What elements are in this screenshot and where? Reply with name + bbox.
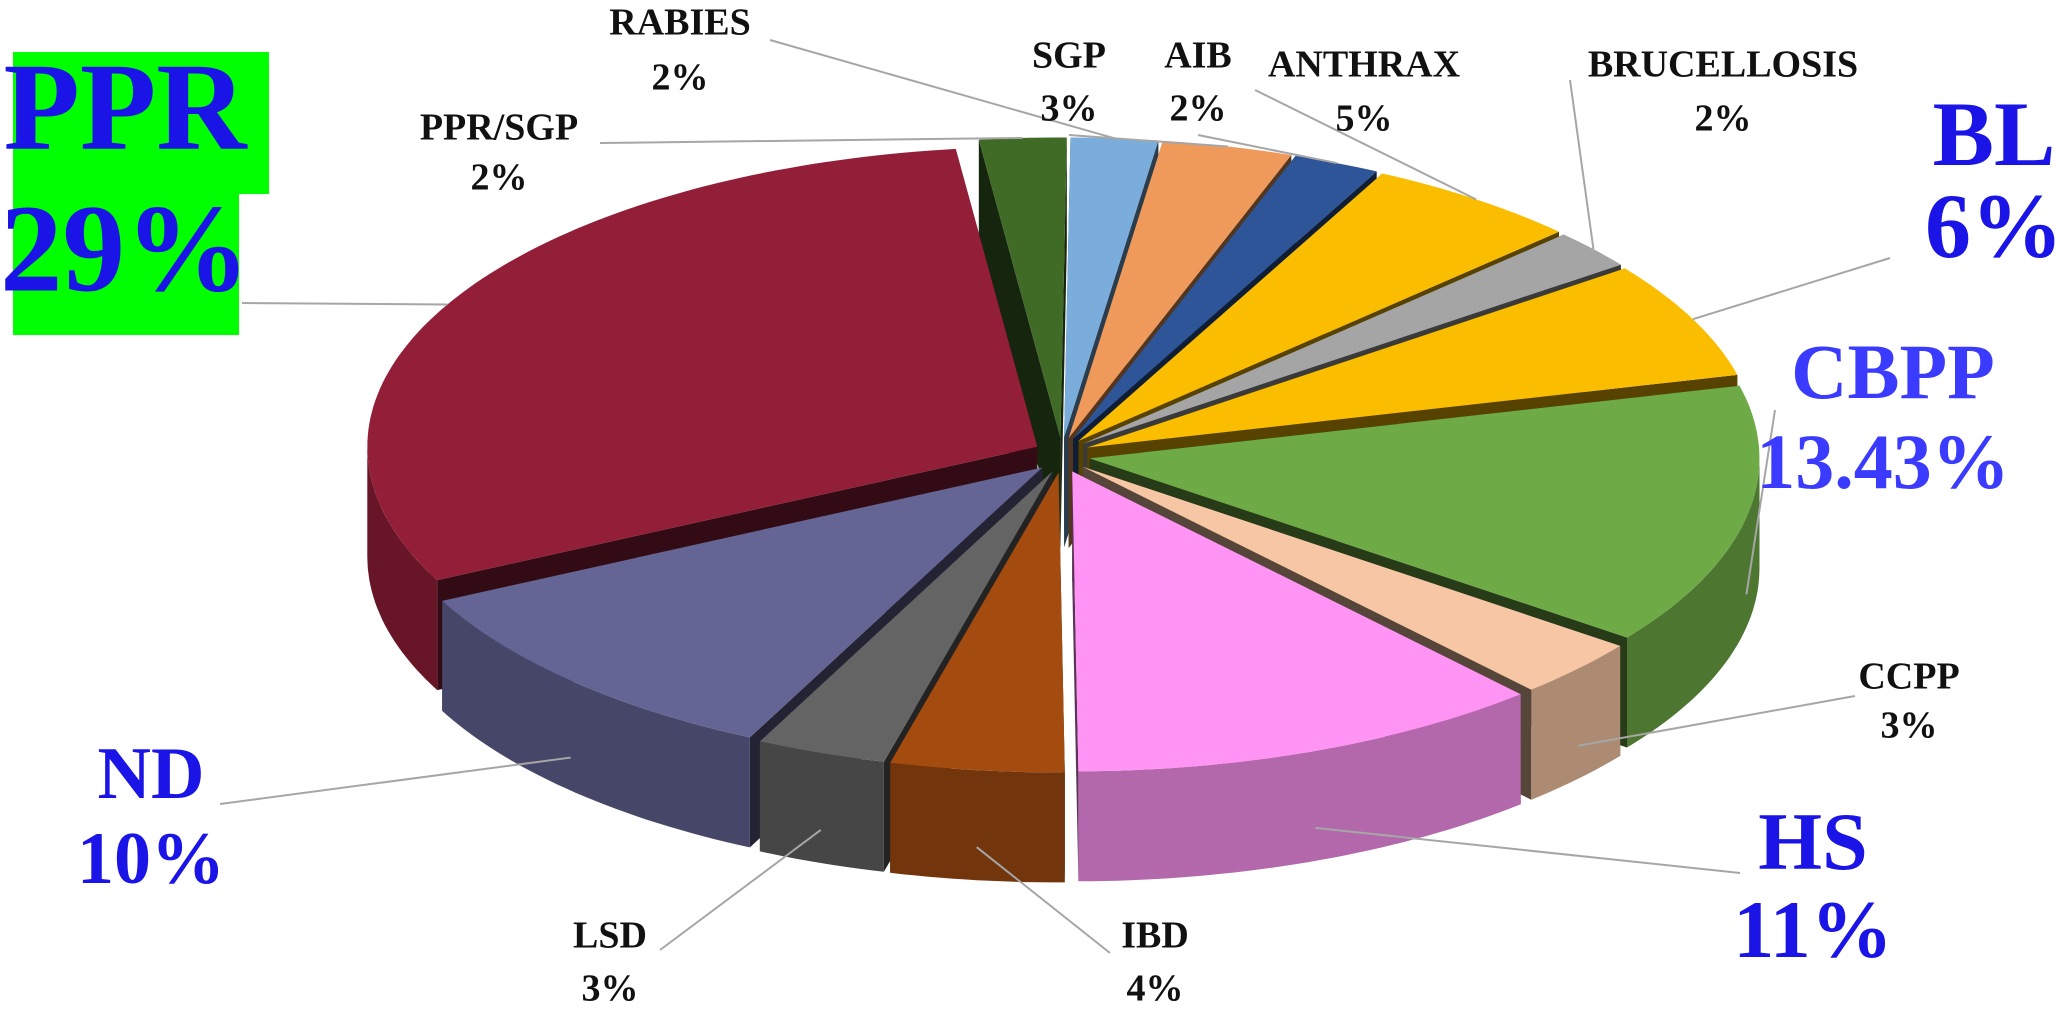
data-label-value: 2%: [471, 157, 528, 199]
leader-line: [769, 39, 1115, 140]
data-label-value: 10%: [77, 818, 225, 900]
leader-line: [241, 302, 448, 306]
data-label-name: SGP: [1032, 35, 1106, 77]
slice-wall: [367, 446, 438, 691]
slice: [759, 471, 1053, 762]
leader-line: [599, 136, 1023, 144]
label-highlight: [13, 190, 239, 335]
slice: [1073, 155, 1377, 439]
slice: [1087, 268, 1738, 448]
slice-wall: [442, 600, 750, 848]
slice: [1072, 471, 1521, 772]
data-label-value: 5%: [1336, 98, 1393, 140]
leader-line: [659, 829, 822, 951]
leader-line: [1068, 134, 1228, 148]
data-label-name: RABIES: [609, 2, 751, 44]
slice-wall: [1078, 694, 1521, 882]
data-label-name: ANTHRAX: [1268, 44, 1460, 86]
data-label-name: CBPP: [1791, 328, 1995, 415]
slice-wall: [1627, 458, 1760, 748]
slice: [1089, 385, 1760, 638]
leader-line: [1569, 79, 1595, 250]
slice: [1083, 234, 1621, 444]
leader-line: [1692, 257, 1891, 321]
data-label-name: IBD: [1121, 915, 1189, 957]
data-label-name: PPR/SGP: [420, 107, 578, 149]
data-label-value: 2%: [1695, 98, 1752, 140]
slice-wall: [759, 741, 884, 872]
leader-line: [976, 846, 1111, 954]
slice: [1082, 466, 1621, 690]
leader-line: [1577, 695, 1856, 747]
slice-wall: [1531, 645, 1621, 800]
slice: [1064, 137, 1159, 438]
slice-wall: [890, 762, 1065, 883]
data-label-name: PPR: [4, 39, 249, 177]
data-label-name: AIB: [1164, 35, 1232, 77]
data-label-value: 4%: [1127, 968, 1184, 1009]
data-label-value: 13.43%: [1756, 418, 2010, 505]
data-label-name: LSD: [573, 915, 647, 957]
data-label-name: ND: [98, 733, 205, 815]
data-label-name: HS: [1758, 796, 1867, 887]
leader-line: [1315, 826, 1741, 874]
data-label-value: 3%: [582, 968, 639, 1009]
data-label-value: 11%: [1733, 884, 1892, 975]
data-label-value: 6%: [1925, 175, 2057, 277]
data-label-value: 29%: [0, 181, 250, 319]
slice: [1078, 173, 1559, 441]
data-label-value: 3%: [1881, 705, 1938, 747]
data-label-name: BRUCELLOSIS: [1588, 44, 1858, 86]
leader-line: [1254, 89, 1477, 201]
slice-side: [978, 139, 1061, 548]
data-label-value: 3%: [1041, 88, 1098, 130]
leader-line: [219, 756, 571, 805]
slice: [890, 472, 1065, 773]
slice-side: [1060, 137, 1067, 548]
slice-side: [1072, 471, 1079, 882]
slice: [367, 148, 1038, 581]
slice: [1068, 140, 1292, 438]
data-label-name: CCPP: [1858, 656, 1959, 698]
data-label-value: 2%: [652, 57, 709, 99]
label-highlight: [13, 52, 269, 194]
leader-line: [1745, 409, 1776, 595]
data-label-name: BL: [1933, 83, 2056, 185]
data-label-value: 2%: [1170, 88, 1227, 130]
leader-line: [1197, 134, 1337, 165]
slice: [978, 137, 1067, 438]
slice: [442, 467, 1043, 738]
